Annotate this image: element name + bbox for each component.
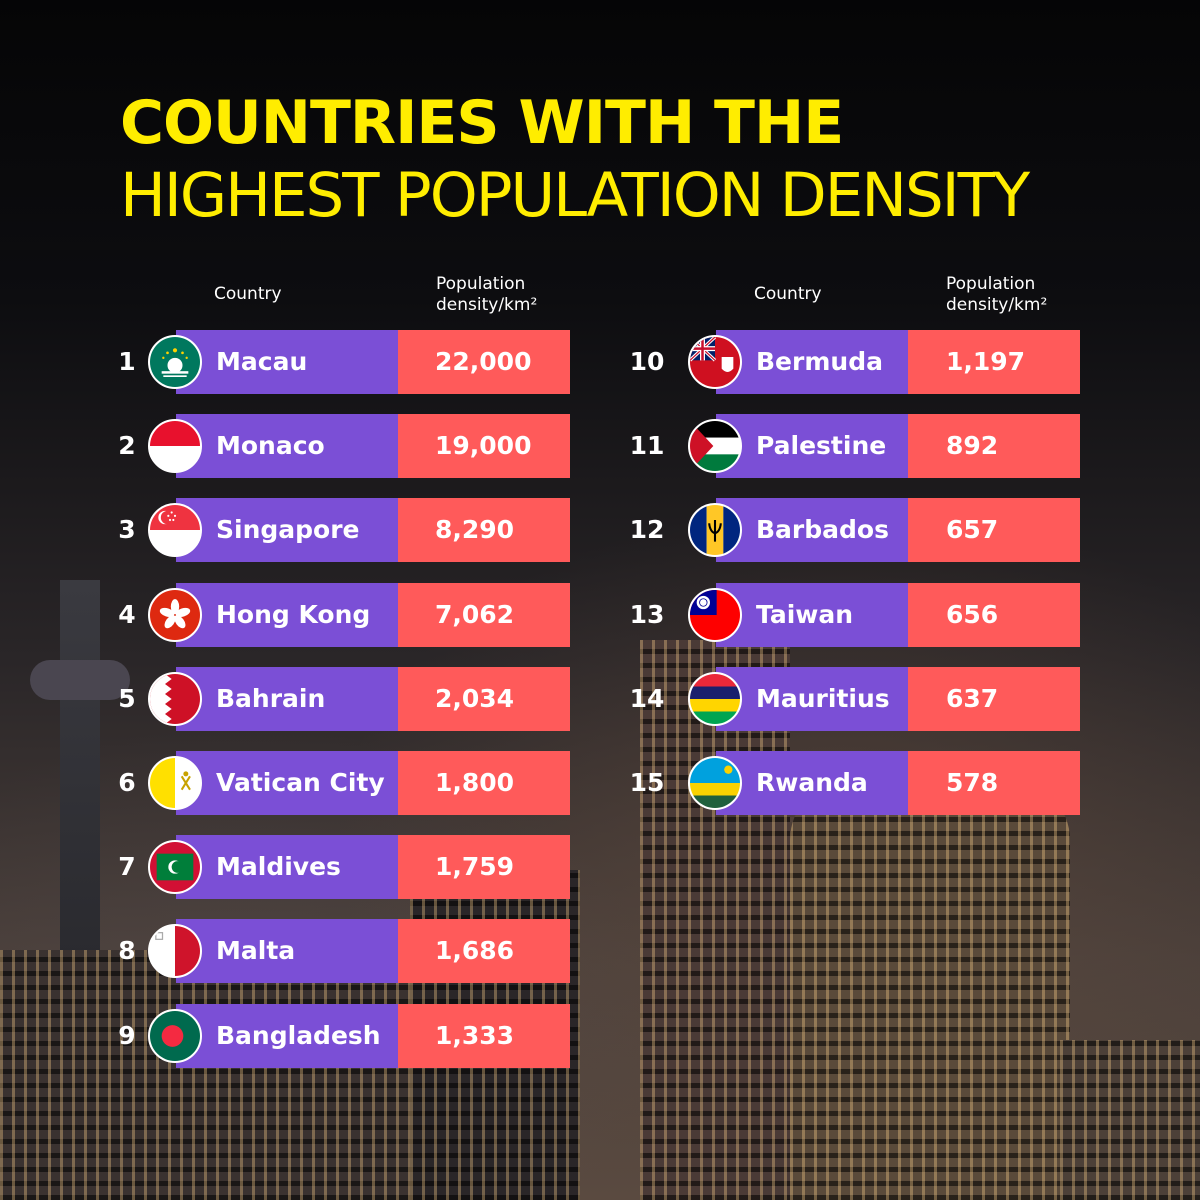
bahrain-flag-icon xyxy=(148,672,202,726)
table-row: 4 Hong Kong 7,062 xyxy=(0,583,1200,647)
country-name-cell: Singapore xyxy=(176,498,398,562)
density-value-cell: 1,686 xyxy=(398,919,570,983)
singapore-flag-icon xyxy=(148,503,202,557)
table-row: 3 Singapore 8,290 xyxy=(0,498,1200,562)
country-name-cell: Macau xyxy=(176,330,398,394)
palestine-flag-icon xyxy=(688,419,742,473)
rank-label: 11 xyxy=(629,431,665,460)
header-country-right: Country xyxy=(754,284,822,304)
country-name-cell: Maldives xyxy=(176,835,398,899)
building-left xyxy=(0,950,420,1200)
table-row: 13 Taiwan 656 xyxy=(0,583,1200,647)
density-value-cell: 656 xyxy=(908,583,1080,647)
rank-label: 6 xyxy=(118,768,136,797)
building-tall xyxy=(640,640,790,1200)
table-row: 9 Bangladesh 1,333 xyxy=(0,1004,1200,1068)
rank-label: 14 xyxy=(629,684,665,713)
country-name-cell: Taiwan xyxy=(716,583,908,647)
mauritius-flag-icon xyxy=(688,672,742,726)
hong-kong-flag-icon xyxy=(148,588,202,642)
density-value-cell: 7,062 xyxy=(398,583,570,647)
header-density-line-2: density/km² xyxy=(436,295,538,315)
country-name-cell: Bermuda xyxy=(716,330,908,394)
monaco-flag-icon xyxy=(148,419,202,473)
country-name-cell: Vatican City xyxy=(176,751,398,815)
country-name-cell: Mauritius xyxy=(716,667,908,731)
rank-label: 10 xyxy=(629,347,665,376)
table-row: 6 Vatican City 1,800 xyxy=(0,751,1200,815)
country-name-cell: Hong Kong xyxy=(176,583,398,647)
table-row: 8 Malta 1,686 xyxy=(0,919,1200,983)
table-row: 11 Palestine 892 xyxy=(0,414,1200,478)
density-value-cell: 657 xyxy=(908,498,1080,562)
bangladesh-flag-icon xyxy=(148,1009,202,1063)
table-row: 14 Mauritius 637 xyxy=(0,667,1200,731)
rank-label: 9 xyxy=(118,1021,136,1050)
density-value-cell: 1,800 xyxy=(398,751,570,815)
rank-label: 13 xyxy=(629,600,665,629)
rwanda-flag-icon xyxy=(688,756,742,810)
country-name-cell: Barbados xyxy=(716,498,908,562)
maldives-flag-icon xyxy=(148,840,202,894)
country-name-cell: Bahrain xyxy=(176,667,398,731)
taiwan-flag-icon xyxy=(688,588,742,642)
table-row: 5 Bahrain 2,034 xyxy=(0,667,1200,731)
rank-label: 4 xyxy=(118,600,136,629)
rank-label: 1 xyxy=(118,347,136,376)
country-name-cell: Bangladesh xyxy=(176,1004,398,1068)
header-density-line-2: density/km² xyxy=(946,295,1048,315)
rank-label: 8 xyxy=(118,936,136,965)
vatican-flag-icon xyxy=(148,756,202,810)
table-row: 7 Maldives 1,759 xyxy=(0,835,1200,899)
density-value-cell: 19,000 xyxy=(398,414,570,478)
table-row: 1 Macau 22,000 xyxy=(0,330,1200,394)
density-value-cell: 1,197 xyxy=(908,330,1080,394)
density-value-cell: 637 xyxy=(908,667,1080,731)
building-right xyxy=(1060,1040,1200,1200)
table-row: 10 Bermuda 1,197 xyxy=(0,330,1200,394)
country-name-cell: Malta xyxy=(176,919,398,983)
density-value-cell: 892 xyxy=(908,414,1080,478)
table-row: 15 Rwanda 578 xyxy=(0,751,1200,815)
title-line-1: COUNTRIES WITH THE xyxy=(120,88,844,158)
country-name-cell: Rwanda xyxy=(716,751,908,815)
title-line-2: HIGHEST POPULATION DENSITY xyxy=(120,160,1030,231)
rank-label: 3 xyxy=(118,515,136,544)
density-value-cell: 1,759 xyxy=(398,835,570,899)
macau-flag-icon xyxy=(148,335,202,389)
density-value-cell: 578 xyxy=(908,751,1080,815)
header-density-right: Population density/km² xyxy=(946,274,1047,316)
table-row: 2 Monaco 19,000 xyxy=(0,414,1200,478)
rank-label: 2 xyxy=(118,431,136,460)
barbados-flag-icon xyxy=(688,503,742,557)
header-country-left: Country xyxy=(214,284,282,304)
country-name-cell: Palestine xyxy=(716,414,908,478)
density-value-cell: 8,290 xyxy=(398,498,570,562)
tower-pod xyxy=(30,660,130,700)
density-value-cell: 22,000 xyxy=(398,330,570,394)
density-value-cell: 2,034 xyxy=(398,667,570,731)
rank-label: 5 xyxy=(118,684,136,713)
header-density-line-1: Population xyxy=(436,274,526,294)
rank-label: 7 xyxy=(118,852,136,881)
bermuda-flag-icon xyxy=(688,335,742,389)
header-density-left: Population density/km² xyxy=(436,274,537,316)
building-lisboa xyxy=(790,780,1070,1200)
malta-flag-icon xyxy=(148,924,202,978)
table-row: 12 Barbados 657 xyxy=(0,498,1200,562)
density-value-cell: 1,333 xyxy=(398,1004,570,1068)
country-name-cell: Monaco xyxy=(176,414,398,478)
rank-label: 12 xyxy=(629,515,665,544)
rank-label: 15 xyxy=(629,768,665,797)
header-density-line-1: Population xyxy=(946,274,1036,294)
